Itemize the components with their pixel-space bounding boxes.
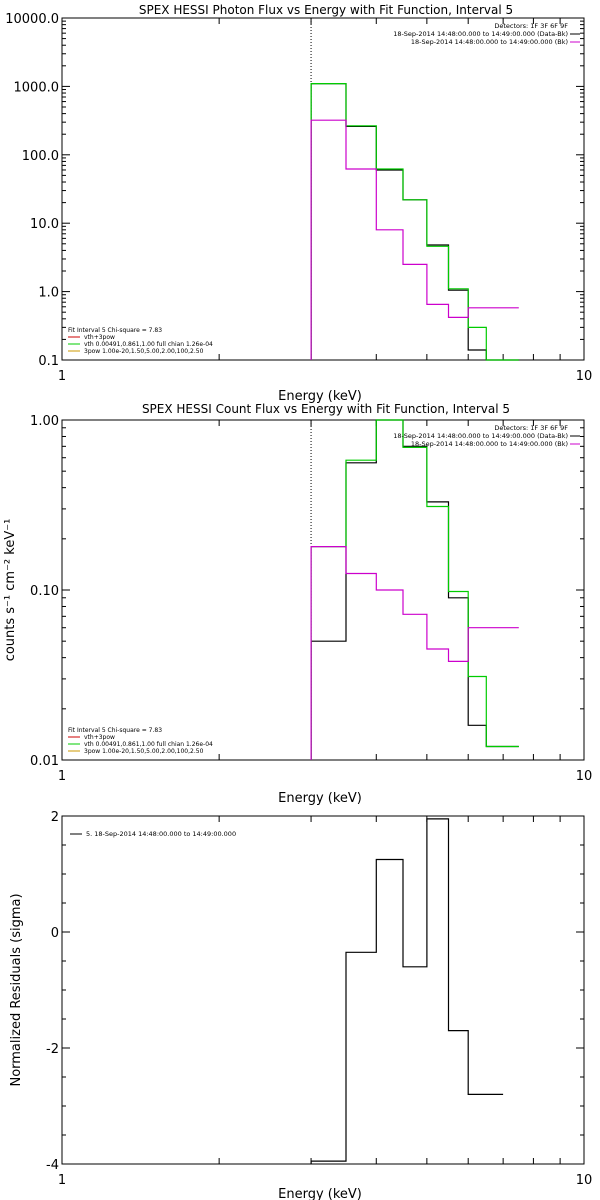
count-flux-series (310, 419, 519, 760)
photon-flux-x-ticks: 1 10 (58, 18, 592, 384)
photon-flux-panel: SPEX HESSI Photon Flux vs Energy with Fi… (5, 3, 592, 404)
series-0-step-line (310, 419, 519, 760)
series-0-step-line (310, 818, 504, 1164)
residuals-y-ticks: -4 -2 0 2 (46, 810, 584, 1173)
residuals-plot-frame (61, 815, 585, 1165)
series-1-step-line (310, 83, 519, 361)
count-flux-legend-bottom: Fit Interval 5 Chi-square = 7.83vth+3pow… (68, 727, 213, 755)
y-tick-label: 100.0 (22, 149, 59, 164)
legend-bottom-entry: Fit Interval 5 Chi-square = 7.83 (68, 327, 162, 334)
series-2-step-line (310, 119, 519, 360)
y-tick-label: 1000.0 (14, 80, 60, 95)
legend-top-entry: 18-Sep-2014 14:48:00.000 to 14:49:00.000… (393, 30, 568, 38)
photon-flux-series (310, 83, 519, 361)
photon-flux-title: SPEX HESSI Photon Flux vs Energy with Fi… (139, 3, 513, 17)
y-tick-label: 0.10 (30, 584, 59, 599)
legend-bottom-entry: vth+3pow (84, 334, 115, 341)
legend-top-entry: 18-Sep-2014 14:48:00.000 to 14:49:00.000… (411, 38, 568, 46)
count-flux-plot-frame (61, 419, 585, 761)
residuals-x-ticks: 1 10 (58, 816, 592, 1188)
x-tick-label: 1 (58, 369, 66, 384)
legend-bottom-entry: 3pow 1.00e-20,1.50,5.00,2.00,100,2.50 (84, 348, 204, 355)
y-tick-label: 0.1 (38, 354, 59, 369)
residuals-panel: Energy (keV) Normalized Residuals (sigma… (9, 810, 592, 1200)
y-tick-label: -2 (46, 1042, 59, 1057)
photon-flux-plot-frame (61, 17, 585, 361)
legend-bottom-entry: vth 0.00491,0.861,1.00 full chian 1.26e-… (84, 341, 213, 348)
residuals-series (310, 818, 504, 1164)
series-1-step-line (310, 419, 519, 760)
legend-bottom-entry: vth 0.00491,0.861,1.00 full chian 1.26e-… (84, 741, 213, 748)
series-2-step-line (310, 546, 519, 760)
x-tick-label: 10 (576, 769, 593, 784)
photon-flux-y-ticks: 0.1 1.0 10.0 100.0 1000.0 10000.0 (5, 12, 584, 369)
y-tick-label: 10.0 (30, 217, 59, 232)
count-flux-ylabel: counts s⁻¹ cm⁻² keV⁻¹ (3, 519, 18, 662)
legend-top-entry: 18-Sep-2014 14:48:00.000 to 14:49:00.000… (411, 440, 568, 448)
y-tick-label: 0 (51, 926, 59, 941)
legend-bottom-entry: 3pow 1.00e-20,1.50,5.00,2.00,100,2.50 (84, 748, 204, 755)
count-flux-panel: SPEX HESSI Count Flux vs Energy with Fit… (3, 402, 592, 806)
y-tick-label: 1.00 (30, 414, 59, 429)
x-tick-label: 10 (576, 369, 593, 384)
legend-top-entry: Detectors: 1F 3F 6F 9F (494, 424, 568, 432)
y-tick-label: -4 (46, 1158, 59, 1173)
residuals-ylabel: Normalized Residuals (sigma) (9, 893, 24, 1086)
legend-top-entry: 18-Sep-2014 14:48:00.000 to 14:49:00.000… (393, 432, 568, 440)
y-tick-label: 0.01 (30, 754, 59, 769)
y-tick-label: 2 (51, 810, 59, 825)
photon-flux-legend-bottom: Fit Interval 5 Chi-square = 7.83vth+3pow… (68, 327, 213, 355)
count-flux-xlabel: Energy (keV) (278, 791, 362, 806)
y-tick-label: 10000.0 (5, 12, 59, 27)
legend-entry: 5. 18-Sep-2014 14:48:00.000 to 14:49:00.… (86, 830, 236, 838)
x-tick-label: 10 (576, 1173, 593, 1188)
legend-bottom-entry: Fit Interval 5 Chi-square = 7.83 (68, 727, 162, 734)
residuals-xlabel: Energy (keV) (278, 1187, 362, 1200)
count-flux-title: SPEX HESSI Count Flux vs Energy with Fit… (142, 402, 510, 416)
series-0-step-line (310, 83, 519, 361)
residuals-legend: 5. 18-Sep-2014 14:48:00.000 to 14:49:00.… (70, 830, 236, 838)
legend-bottom-entry: vth+3pow (84, 734, 115, 741)
photon-flux-xlabel: Energy (keV) (278, 389, 362, 404)
y-tick-label: 1.0 (38, 286, 59, 301)
legend-top-entry: Detectors: 1F 3F 6F 9F (494, 22, 568, 30)
x-tick-label: 1 (58, 1173, 66, 1188)
x-tick-label: 1 (58, 769, 66, 784)
count-flux-y-ticks: 0.01 0.10 1.00 (30, 414, 584, 769)
